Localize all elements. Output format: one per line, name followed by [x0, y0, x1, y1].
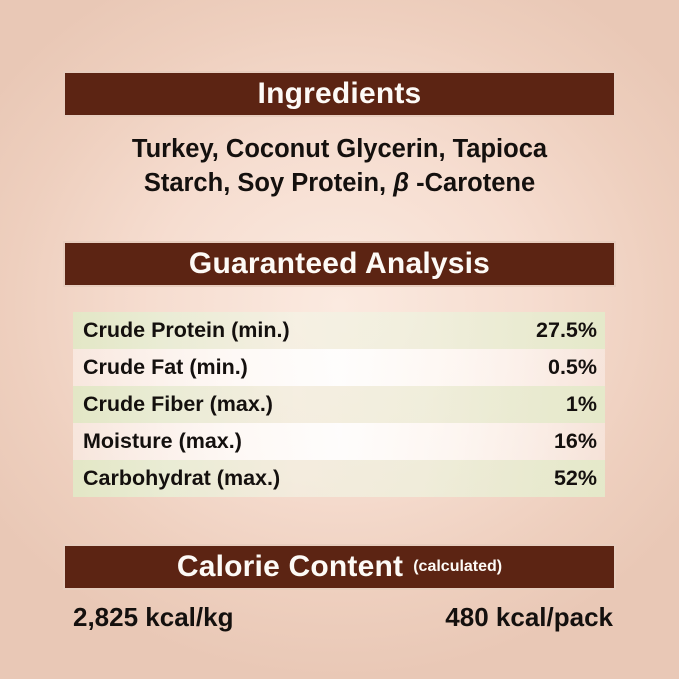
- nutrient-value: 16%: [553, 429, 597, 453]
- calorie-content-subheading: (calculated): [413, 558, 503, 575]
- guaranteed-analysis-header-bar: Guaranteed Analysis: [63, 241, 616, 287]
- ingredients-header-bar: Ingredients: [63, 71, 616, 117]
- ingredients-line-1: Turkey, Coconut Glycerin, Tapioca: [131, 135, 548, 163]
- nutrient-value: 52%: [553, 466, 597, 490]
- ingredients-list: Turkey, Coconut Glycerin, Tapioca Starch…: [63, 133, 616, 201]
- nutrient-value: 1%: [565, 392, 597, 416]
- calorie-content-heading: Calorie Content: [176, 550, 404, 583]
- nutrient-label: Crude Fat (min.): [83, 355, 248, 379]
- guaranteed-analysis-table: Crude Protein (min.) 27.5% Crude Fat (mi…: [73, 312, 605, 497]
- calorie-values-row: 2,825 kcal/kg 480 kcal/pack: [73, 602, 613, 633]
- beta-symbol: β: [393, 168, 410, 197]
- nutrient-value: 0.5%: [547, 355, 597, 379]
- guaranteed-analysis-heading: Guaranteed Analysis: [188, 247, 491, 280]
- calories-per-pack: 480 kcal/pack: [445, 602, 613, 632]
- table-row: Crude Protein (min.) 27.5%: [73, 312, 605, 349]
- calorie-content-header-bar: Calorie Content (calculated): [63, 544, 616, 590]
- nutrient-label: Moisture (max.): [83, 429, 242, 453]
- table-row: Moisture (max.) 16%: [73, 423, 605, 460]
- ingredients-line-2-suffix: -Carotene: [409, 168, 536, 197]
- ingredients-line-2: Starch, Soy Protein, β -Carotene: [63, 167, 616, 201]
- nutrient-label: Crude Fiber (max.): [83, 392, 273, 416]
- nutrient-value: 27.5%: [536, 318, 597, 342]
- ingredients-line-2-prefix: Starch, Soy Protein,: [143, 168, 394, 197]
- table-row: Crude Fiber (max.) 1%: [73, 386, 605, 423]
- nutrient-label: Crude Protein (min.): [83, 318, 290, 342]
- table-row: Carbohydrat (max.) 52%: [73, 460, 605, 497]
- nutrient-label: Carbohydrat (max.): [83, 466, 281, 490]
- table-row: Crude Fat (min.) 0.5%: [73, 349, 605, 386]
- calories-per-kg: 2,825 kcal/kg: [73, 602, 234, 632]
- ingredients-heading: Ingredients: [257, 77, 422, 110]
